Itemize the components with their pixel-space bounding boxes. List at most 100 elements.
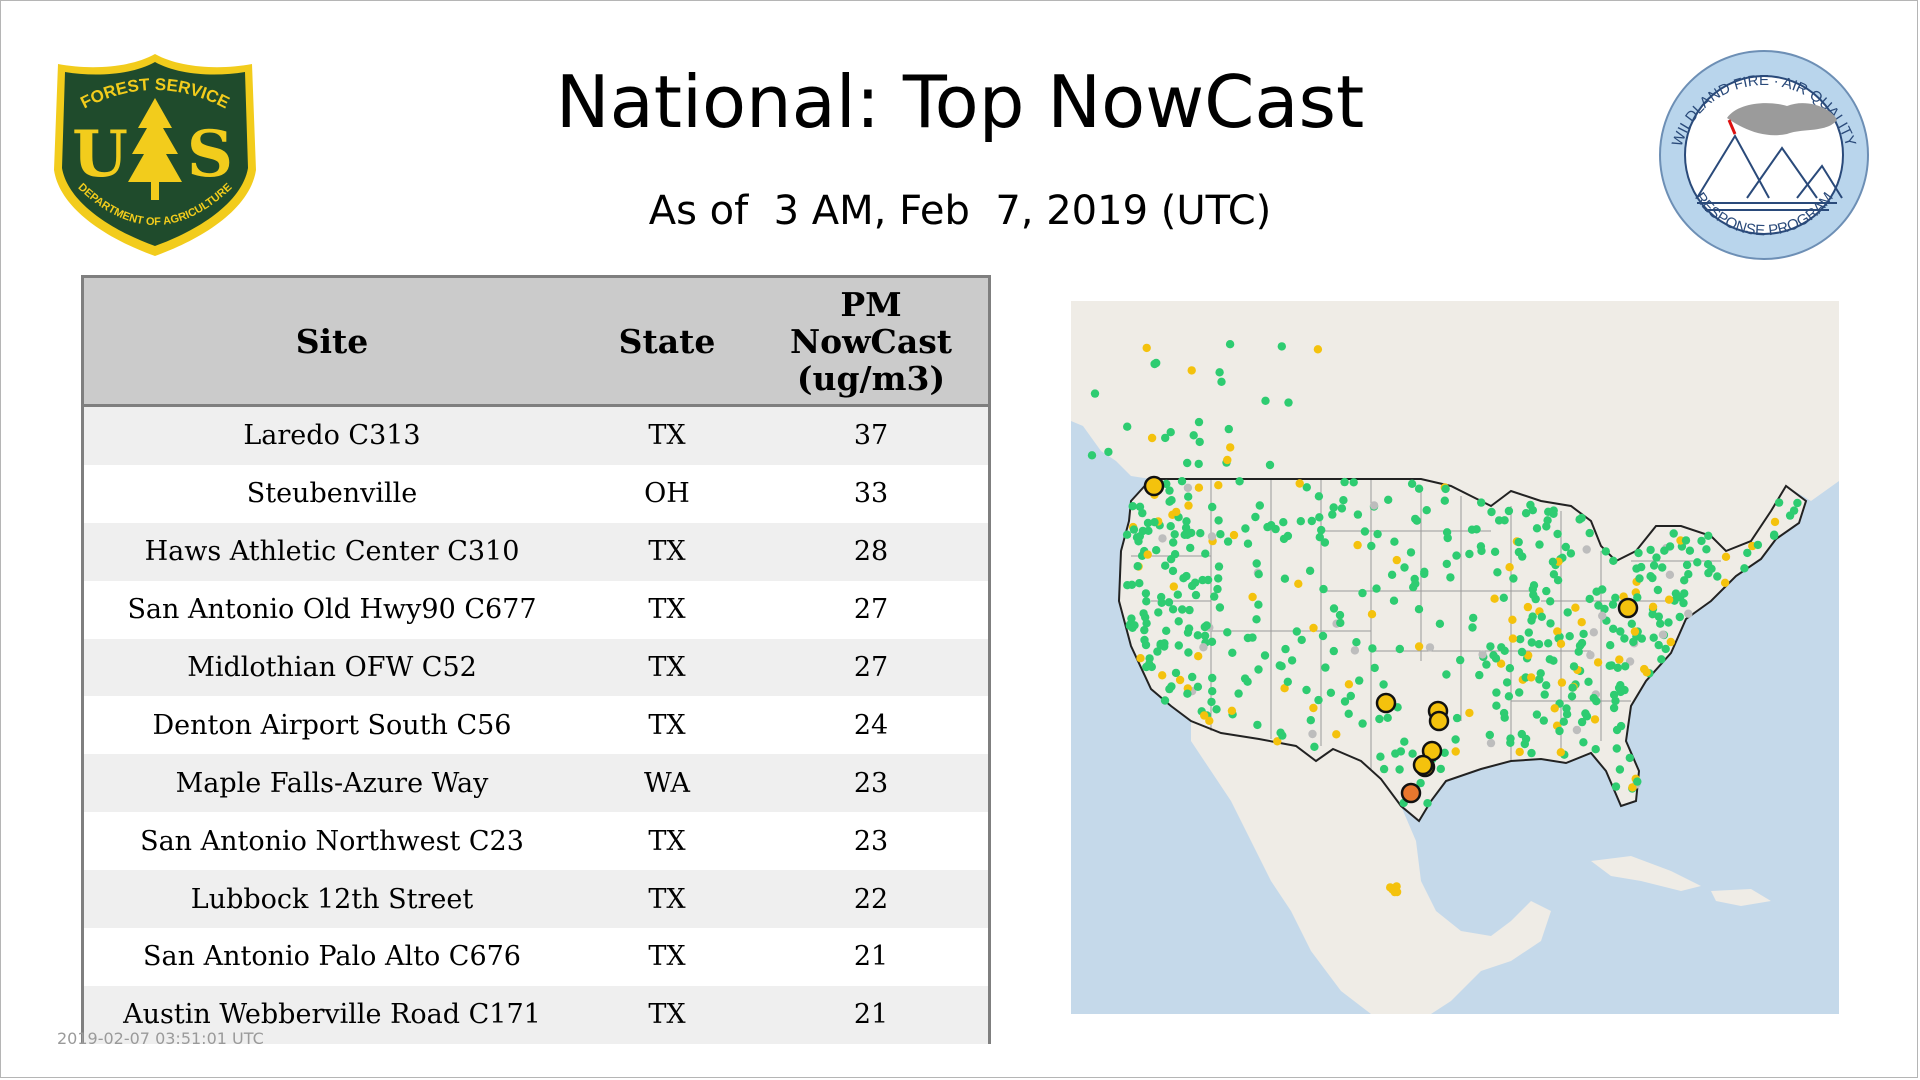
site-cell: Midlothian OFW C52 (84, 638, 580, 697)
monitor-site-dot (1487, 507, 1496, 517)
top-site-marker (1617, 597, 1639, 619)
monitor-site-dot (1140, 625, 1149, 635)
monitor-site-dot (1214, 516, 1223, 525)
monitor-site-dot (1142, 597, 1151, 606)
monitor-site-dot (1549, 506, 1558, 515)
monitor-site-dot (1287, 656, 1297, 665)
state-boundaries (1131, 479, 1721, 771)
monitor-site-dot (1664, 618, 1673, 627)
monitor-site-dot (1168, 566, 1178, 576)
monitor-site-dot (1346, 691, 1355, 701)
monitor-site-dot (1526, 500, 1535, 510)
monitor-site-dot (1680, 589, 1689, 598)
monitor-site-dot (1629, 637, 1638, 647)
monitor-site-dot (1633, 593, 1642, 602)
monitor-site-dot (1769, 531, 1779, 540)
monitor-site-dot (1136, 654, 1145, 663)
monitor-site-dot (1194, 459, 1203, 469)
monitor-site-dot (1161, 561, 1170, 570)
site-cell: Maple Falls-Azure Way (84, 754, 580, 813)
monitor-site-dot (1544, 639, 1553, 648)
monitor-site-dot (1720, 578, 1730, 587)
wildland-fire-logo: WILDLAND FIRE · AIR QUALITY RESPONSE PRO… (1657, 48, 1872, 263)
monitor-site-dot (1392, 555, 1401, 565)
monitor-site-dot (1562, 704, 1571, 713)
monitor-site-dot (1167, 682, 1176, 691)
site-cell: Lubbock 12th Street (84, 870, 580, 929)
monitor-site-dot (1532, 710, 1542, 719)
site-cell: Haws Athletic Center C310 (84, 522, 580, 581)
usfs-letter-u: U (72, 117, 128, 192)
monitor-site-dot (1451, 747, 1460, 756)
site-cell: Austin Webberville Road C171 (84, 985, 580, 1044)
monitor-site-dot (1194, 652, 1203, 661)
tree-icon (128, 98, 182, 200)
monitor-site-dot (1509, 574, 1518, 583)
usfs-letter-s: S (187, 117, 233, 192)
monitor-site-dot (1360, 527, 1370, 536)
monitor-site-dot (1416, 778, 1425, 788)
monitor-site-dot (1352, 638, 1361, 647)
monitor-site-dot (1721, 552, 1731, 561)
monitor-site-dot (1400, 737, 1409, 746)
monitor-site-dot (1173, 590, 1182, 599)
monitor-site-dot (1613, 663, 1622, 672)
monitor-site-dot (1353, 540, 1362, 550)
monitor-site-dot (1452, 713, 1462, 723)
monitor-site-dot (1143, 518, 1153, 528)
monitor-site-dot (1504, 692, 1514, 701)
monitor-site-dot (1201, 549, 1210, 558)
monitor-site-dot (1486, 642, 1495, 651)
monitor-site-dot (1339, 496, 1348, 505)
monitor-site-dot (1217, 377, 1226, 386)
monitor-site-dot (1685, 546, 1695, 555)
nowcast-cell: 27 (754, 638, 988, 697)
monitor-site-dot (1516, 635, 1525, 644)
monitor-site-dot (1251, 512, 1260, 522)
monitor-site-dot (1340, 477, 1349, 487)
timestamp-footer: 2019-02-07 03:51:01 UTC (57, 1029, 264, 1048)
monitor-site-dot (1302, 483, 1311, 492)
monitor-site-dot (1475, 670, 1484, 680)
table-row: Steubenville OH 33 (84, 464, 988, 523)
monitor-site-dot (1183, 458, 1192, 468)
monitor-site-dot (1542, 681, 1551, 690)
monitor-site-dot (1104, 447, 1113, 457)
monitor-site-dot (1326, 688, 1336, 697)
monitor-site-dot (1292, 627, 1301, 636)
monitor-site-dot (1601, 547, 1610, 556)
monitor-site-dot (1425, 643, 1435, 652)
site-cell: Denton Airport South C56 (84, 696, 580, 755)
monitor-site-dot (1542, 586, 1551, 596)
monitor-site-dot (1646, 572, 1655, 581)
monitor-site-dot (1422, 506, 1431, 515)
top-site-marker (1412, 754, 1434, 776)
monitor-site-dot (1253, 720, 1262, 730)
monitor-site-dot (1493, 568, 1502, 577)
monitor-site-dot (1142, 343, 1151, 353)
monitor-site-dot (1308, 729, 1317, 739)
monitor-site-dot (1575, 641, 1585, 650)
monitor-site-dot (1171, 668, 1181, 678)
monitor-site-dot (1177, 477, 1187, 486)
monitor-site-dot (1571, 603, 1580, 612)
monitor-site-dot (1165, 486, 1174, 495)
monitor-site-dot (1492, 688, 1501, 697)
monitor-site-dot (1649, 633, 1658, 642)
monitor-site-dot (1395, 765, 1404, 774)
monitor-site-dot (1553, 529, 1562, 539)
monitor-site-dot (1265, 460, 1275, 470)
monitor-site-dot (1195, 437, 1204, 447)
monitor-site-dot (1556, 748, 1565, 757)
monitor-site-dot (1379, 764, 1389, 774)
monitor-site-dot (1248, 592, 1257, 602)
monitor-site-dot (1521, 734, 1531, 744)
monitor-site-dot (1329, 503, 1338, 512)
monitor-site-dot (1141, 589, 1151, 598)
table-row: Maple Falls-Azure Way WA 23 (84, 754, 988, 813)
monitor-site-dot (1770, 517, 1780, 527)
monitor-site-dot (1500, 646, 1509, 655)
monitor-site-dot (1172, 507, 1181, 517)
monitor-site-dot (1129, 525, 1139, 534)
